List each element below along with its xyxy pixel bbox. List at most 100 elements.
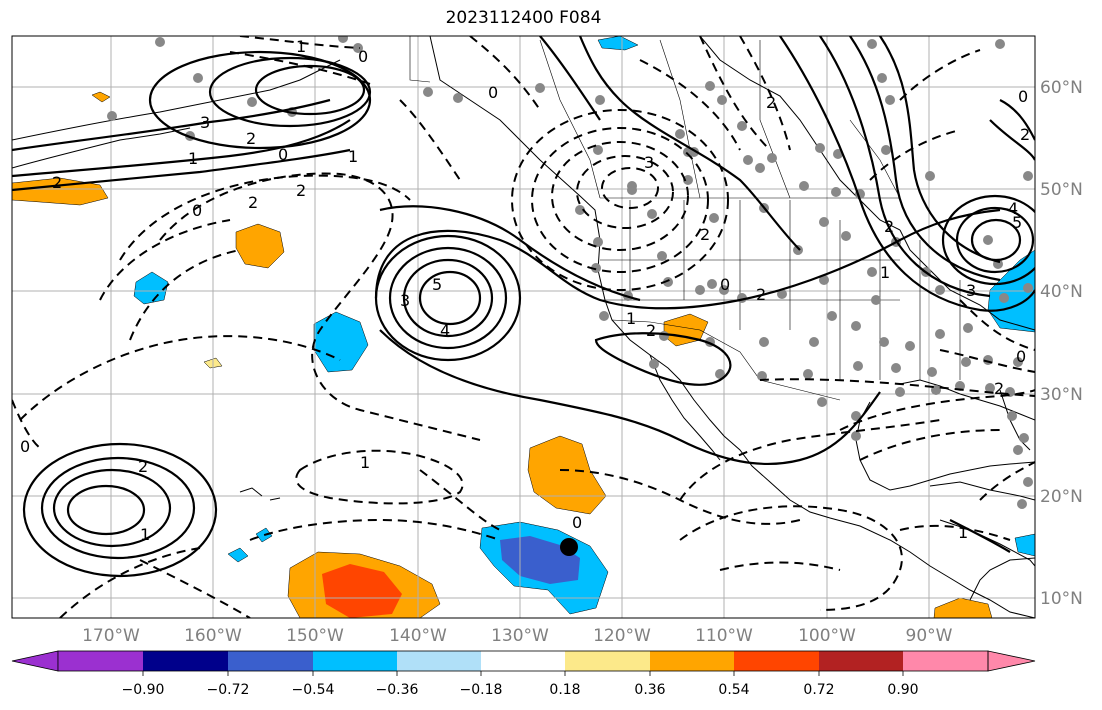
anomaly-blob xyxy=(1014,533,1035,557)
map-title: 2023112400 F084 xyxy=(445,8,602,28)
contour-labels: 1 0 0 3 2 0 1 2 0 2 5 3 4 1 2 3 2 1 0 2 … xyxy=(20,37,1030,544)
coastlines xyxy=(12,36,1035,618)
colorbar-tick-label: −0.36 xyxy=(376,682,419,698)
colorbar-segment xyxy=(650,651,734,671)
latitude-labels: 60°N 50°N 40°N 30°N 20°N 10°N xyxy=(1040,78,1083,609)
contour-label: 4 xyxy=(440,321,450,340)
lat-label: 30°N xyxy=(1040,385,1083,405)
contour-label: 1 xyxy=(296,37,306,56)
colorbar-tick-label: −0.54 xyxy=(292,682,335,698)
contour-label: 0 xyxy=(488,83,498,102)
colorbar-segment xyxy=(143,651,228,671)
lat-label: 40°N xyxy=(1040,282,1083,302)
anomaly-blob xyxy=(313,311,369,373)
contour-label: 0 xyxy=(192,201,202,220)
anomaly-blob xyxy=(227,547,249,563)
colorbar-segment xyxy=(481,651,565,671)
contour-label: 2 xyxy=(138,457,148,476)
lon-label: 140°W xyxy=(389,626,447,646)
contour-label: 2 xyxy=(766,93,776,112)
contour-label: 3 xyxy=(966,281,976,300)
anomaly-blob xyxy=(933,597,993,618)
colorbar-tick-label: 0.36 xyxy=(634,682,665,698)
anomaly-blob xyxy=(322,564,402,618)
contour-label: 2 xyxy=(246,129,256,148)
colorbar: −0.90 −0.72 −0.54 −0.36 −0.18 0.18 0.36 … xyxy=(11,650,1036,698)
colorbar-ticks xyxy=(142,671,904,676)
solid-contours xyxy=(12,36,1035,578)
anomaly-blob xyxy=(597,36,639,51)
colorbar-tick-label: 0.90 xyxy=(887,682,918,698)
colorbar-tick-label: −0.72 xyxy=(207,682,250,698)
contour-label: 2 xyxy=(1020,125,1030,144)
contour-label: 1 xyxy=(626,309,636,328)
anomaly-blob xyxy=(527,435,607,515)
colorbar-tick-label: −0.90 xyxy=(122,682,165,698)
colorbar-extend-high xyxy=(987,650,1036,672)
colorbar-tick-label: 0.54 xyxy=(718,682,749,698)
contour-label: 3 xyxy=(200,113,210,132)
colorbar-segment xyxy=(819,651,903,671)
political-borders xyxy=(409,36,961,401)
longitude-labels: 170°W 160°W 150°W 140°W 130°W 120°W 110°… xyxy=(82,626,953,646)
lon-label: 150°W xyxy=(286,626,344,646)
contour-label: 5 xyxy=(432,275,442,294)
contour-label: 1 xyxy=(958,523,968,542)
anomaly-blob xyxy=(12,177,109,206)
colorbar-segment xyxy=(228,651,313,671)
contour-label: 0 xyxy=(720,275,730,294)
lon-label: 90°W xyxy=(906,626,953,646)
dashed-contours xyxy=(12,36,1035,618)
contour-label: 0 xyxy=(278,145,288,164)
anomaly-blob xyxy=(133,271,169,305)
contour-label: 1 xyxy=(880,263,890,282)
contour-label: 1 xyxy=(348,147,358,166)
lon-label: 100°W xyxy=(798,626,856,646)
contour-label: 2 xyxy=(52,173,62,192)
gridlines xyxy=(12,36,1035,618)
lon-label: 170°W xyxy=(82,626,140,646)
contour-label: 0 xyxy=(358,47,368,66)
contour-label: 2 xyxy=(994,379,1004,398)
lon-label: 130°W xyxy=(491,626,549,646)
contour-label: 1 xyxy=(360,453,370,472)
contour-label: 3 xyxy=(644,153,654,172)
colorbar-segment xyxy=(313,651,397,671)
colorbar-segment xyxy=(565,651,650,671)
contour-label: 0 xyxy=(572,513,582,532)
contour-label: 2 xyxy=(756,285,766,304)
lat-label: 10°N xyxy=(1040,589,1083,609)
station-dots xyxy=(107,36,1033,509)
contour-label: 2 xyxy=(884,217,894,236)
contour-label: 2 xyxy=(646,321,656,340)
colorbar-segment xyxy=(903,651,988,671)
contour-label: 1 xyxy=(188,149,198,168)
colorbar-extend-low xyxy=(11,650,59,672)
anomaly-blob xyxy=(255,527,273,543)
contour-label: 0 xyxy=(20,437,30,456)
lat-label: 20°N xyxy=(1040,487,1083,507)
plot-frame xyxy=(11,35,1036,619)
anomaly-blob xyxy=(91,91,111,103)
colorbar-tick-label: 0.72 xyxy=(803,682,834,698)
lat-label: 50°N xyxy=(1040,180,1083,200)
contour-label: 5 xyxy=(1012,213,1022,232)
contour-label: 2 xyxy=(700,225,710,244)
lon-label: 110°W xyxy=(695,626,753,646)
lon-label: 160°W xyxy=(184,626,242,646)
colorbar-tick-label: 0.18 xyxy=(549,682,580,698)
anomaly-blob xyxy=(235,223,285,269)
contour-label: 2 xyxy=(296,181,306,200)
contour-label: 2 xyxy=(248,193,258,212)
lat-label: 60°N xyxy=(1040,78,1083,98)
contour-label: 3 xyxy=(400,291,410,310)
contour-label: 0 xyxy=(1018,87,1028,106)
colorbar-segment xyxy=(397,651,481,671)
lon-label: 120°W xyxy=(593,626,651,646)
colorbar-segment xyxy=(734,651,819,671)
colorbar-segment xyxy=(58,651,143,671)
location-marker xyxy=(560,538,578,556)
contour-label: 4 xyxy=(1008,199,1018,218)
colorbar-tick-label: −0.18 xyxy=(460,682,503,698)
